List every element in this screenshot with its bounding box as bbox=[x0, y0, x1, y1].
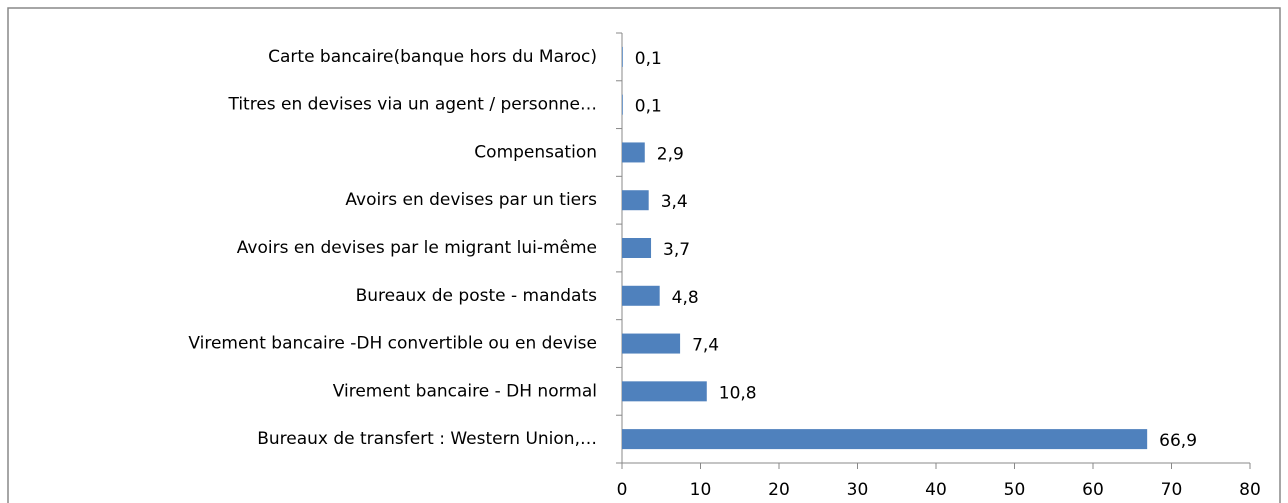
value-label: 7,4 bbox=[692, 336, 719, 356]
value-label: 3,4 bbox=[661, 192, 688, 212]
y-tick-label: Compensation bbox=[474, 142, 597, 162]
bar bbox=[622, 238, 652, 258]
y-tick-label: Bureaux de poste - mandats bbox=[356, 286, 598, 306]
bar bbox=[622, 142, 645, 163]
x-tick-label: 20 bbox=[768, 480, 790, 500]
bar bbox=[622, 333, 681, 354]
value-label: 0,1 bbox=[635, 97, 662, 117]
bar bbox=[622, 429, 1148, 450]
bar bbox=[622, 46, 623, 67]
y-tick-label: Bureaux de transfert : Western Union,… bbox=[257, 429, 597, 449]
value-label: 4,8 bbox=[672, 288, 699, 308]
y-tick-label: Carte bancaire(banque hors du Maroc) bbox=[268, 47, 597, 67]
y-tick-label: Avoirs en devises par un tiers bbox=[345, 190, 597, 210]
bar bbox=[622, 381, 707, 402]
bar bbox=[622, 94, 623, 115]
x-tick-label: 50 bbox=[1004, 480, 1026, 500]
y-tick-label: Virement bancaire -DH convertible ou en … bbox=[188, 334, 597, 354]
value-label: 3,7 bbox=[663, 240, 690, 260]
x-tick-label: 60 bbox=[1082, 480, 1104, 500]
value-label: 66,9 bbox=[1159, 431, 1197, 451]
x-tick-label: 80 bbox=[1239, 480, 1261, 500]
bar bbox=[622, 285, 660, 306]
x-tick-label: 30 bbox=[847, 480, 869, 500]
x-tick-label: 10 bbox=[690, 480, 712, 500]
value-label: 2,9 bbox=[657, 144, 684, 164]
bar bbox=[622, 190, 649, 211]
x-tick-label: 40 bbox=[925, 480, 947, 500]
value-label: 10,8 bbox=[719, 383, 757, 403]
x-tick-label: 70 bbox=[1161, 480, 1183, 500]
y-tick-label: Avoirs en devises par le migrant lui-mêm… bbox=[237, 238, 597, 258]
value-label: 0,1 bbox=[635, 49, 662, 69]
x-tick-label: 0 bbox=[617, 480, 628, 500]
y-tick-label: Titres en devises via un agent / personn… bbox=[227, 95, 597, 115]
y-tick-label: Virement bancaire - DH normal bbox=[333, 381, 597, 401]
